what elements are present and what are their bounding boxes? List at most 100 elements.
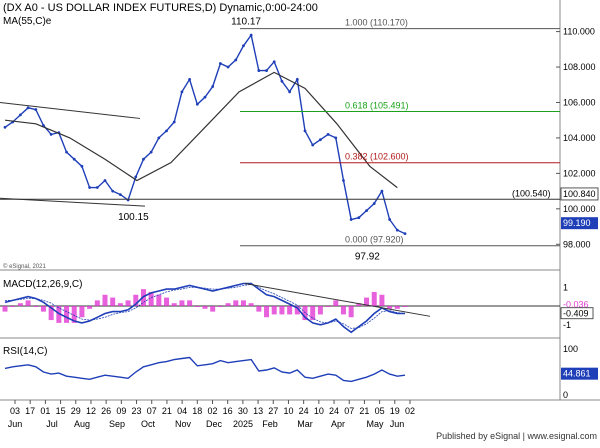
last-value-badge xyxy=(560,187,599,201)
support-label: (100.540) xyxy=(512,188,551,198)
macd-histogram-bar xyxy=(148,291,154,306)
macd-histogram-bar xyxy=(187,300,193,306)
price-point xyxy=(372,202,376,205)
fib-level-label: 1.000 (110.170) xyxy=(345,18,408,28)
x-month-label: Jun xyxy=(8,419,23,429)
fib-level-label: 0.000 (97.920) xyxy=(345,235,404,245)
x-day-label: 23 xyxy=(132,406,142,416)
annotation-high: 110.17 xyxy=(231,17,261,28)
macd-histogram-bar xyxy=(87,306,93,309)
rsi-line xyxy=(4,356,406,383)
price-y-tick-label: 98.000 xyxy=(563,239,591,249)
macd-histogram-bar xyxy=(71,306,77,323)
macd-histogram-bar xyxy=(364,297,370,306)
macd-histogram-bar xyxy=(64,306,70,323)
price-point xyxy=(280,79,284,83)
last-value-badge-text: 100.840 xyxy=(563,189,596,199)
macd-histogram-bar xyxy=(225,303,231,306)
price-point xyxy=(26,106,30,110)
annotation-low-2025: 97.92 xyxy=(355,252,380,263)
macd-signal-badge-bg xyxy=(560,307,594,320)
price-point xyxy=(188,78,192,81)
x-day-label: 12 xyxy=(86,406,96,416)
price-point xyxy=(103,179,107,182)
x-month-label: Mar xyxy=(297,419,313,429)
x-month-label: Apr xyxy=(331,419,345,429)
price-point xyxy=(365,209,368,213)
price-point xyxy=(334,136,338,140)
macd-value-badge: -0.036 xyxy=(563,300,589,310)
x-day-label: 18 xyxy=(192,406,202,416)
macd-histogram-bar xyxy=(248,303,254,306)
x-day-label: 24 xyxy=(299,406,309,416)
price-point xyxy=(311,143,315,147)
x-day-label: 26 xyxy=(101,406,111,416)
current-value-badge-text: 99.190 xyxy=(563,218,591,228)
macd-series-layer: -0.036-0.409 1 -1 xyxy=(0,282,594,334)
ma-label: MA(55,C)e xyxy=(3,16,52,27)
x-day-label: 07 xyxy=(147,406,157,416)
price-point xyxy=(242,44,245,48)
rsi-title: RSI(14,C) xyxy=(3,346,47,357)
price-point xyxy=(95,186,99,189)
macd-histogram-bar xyxy=(240,300,246,306)
price-point xyxy=(3,125,7,129)
price-point xyxy=(265,69,268,72)
price-point xyxy=(357,216,361,220)
macd-signal-badge: -0.409 xyxy=(563,309,589,319)
price-point xyxy=(342,179,345,182)
current-value-badge xyxy=(561,217,598,230)
macd-histogram-bar xyxy=(317,306,323,315)
price-point xyxy=(272,60,276,64)
rsi-series-layer: 100 0 44.861 xyxy=(4,344,598,400)
trendline-upper xyxy=(0,101,141,119)
macd-histogram-bar xyxy=(287,306,293,315)
macd-histogram-bar xyxy=(217,306,223,307)
macd-trendline xyxy=(244,283,431,317)
price-point xyxy=(234,58,238,62)
macd-histogram-bar xyxy=(387,306,393,309)
x-day-label: 29 xyxy=(71,406,81,416)
price-y-tick-label: 110.000 xyxy=(563,27,595,37)
x-month-label: Oct xyxy=(141,419,156,429)
x-day-label: 13 xyxy=(253,406,263,416)
macd-histogram-bar xyxy=(179,300,185,306)
price-point xyxy=(295,78,299,81)
rsi-tick-label: 100 xyxy=(563,344,578,354)
price-point xyxy=(111,189,115,193)
macd-histogram-bar xyxy=(348,306,354,318)
macd-histogram-bar xyxy=(264,306,270,318)
x-month-label: Jul xyxy=(46,419,58,429)
x-day-label: 02 xyxy=(207,406,217,416)
x-month-label: May xyxy=(366,419,384,429)
macd-histogram-bar xyxy=(279,306,285,315)
macd-histogram-bar xyxy=(333,300,339,306)
x-day-label: 02 xyxy=(405,406,415,416)
x-day-label: 21 xyxy=(359,406,369,416)
macd-histogram-bar xyxy=(394,306,400,309)
x-day-label: 04 xyxy=(177,406,187,416)
x-month-label: Jun xyxy=(390,419,405,429)
price-point xyxy=(288,90,292,94)
macd-tick-label: 1 xyxy=(563,282,568,292)
fibonacci-levels-layer: 1.000 (110.170) 0.618 (105.491) 0.382 (102… xyxy=(0,18,560,247)
x-day-label: 01 xyxy=(40,406,50,416)
x-month-label: Dec xyxy=(206,419,223,429)
x-day-label: 07 xyxy=(344,406,354,416)
rsi-value-badge: 44.861 xyxy=(563,369,591,379)
fib-level-label: 0.618 (105.491) xyxy=(345,101,409,111)
macd-histogram-bar xyxy=(10,306,16,307)
price-point xyxy=(157,136,161,140)
annotation-low-2024: 100.15 xyxy=(118,212,149,223)
macd-histogram-bar xyxy=(40,306,46,312)
macd-histogram-bar xyxy=(25,300,31,306)
macd-badge-bg xyxy=(561,299,593,310)
price-point xyxy=(149,150,153,154)
price-point xyxy=(380,189,384,193)
price-point xyxy=(72,157,76,161)
price-point xyxy=(218,62,222,65)
macd-histogram-bar xyxy=(133,294,139,306)
macd-histogram-bar xyxy=(233,300,239,306)
price-y-tick-label: 106.000 xyxy=(563,97,596,107)
